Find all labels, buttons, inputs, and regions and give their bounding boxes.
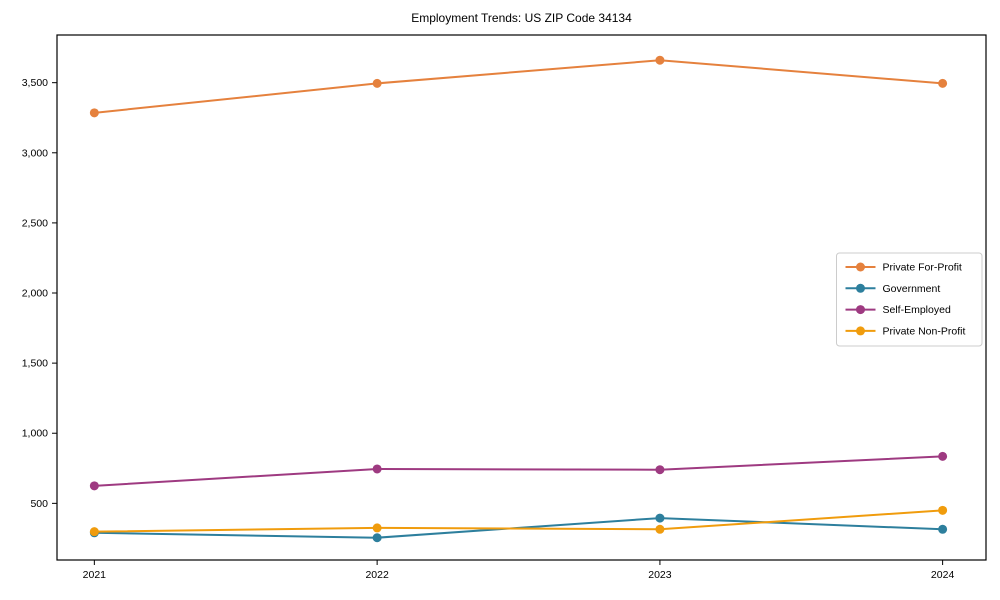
x-tick-label: 2022 [365,569,389,581]
y-tick-label: 2,000 [22,288,48,300]
data-point-private-for-profit-2021 [89,108,99,118]
legend-label: Private Non-Profit [883,325,966,337]
y-tick-label: 500 [30,498,48,510]
y-tick-label: 2,500 [22,217,48,229]
data-point-self-employed-2023 [655,465,665,475]
series-line-private-non-profit [94,509,943,533]
x-tick-label: 2021 [83,569,107,581]
data-point-private-for-profit-2024 [938,78,948,88]
x-tick-label: 2024 [931,569,955,581]
data-point-private-non-profit-2021 [89,527,99,537]
data-point-private-for-profit-2022 [372,78,382,88]
series-line-self-employed [94,455,943,487]
data-point-private-for-profit-2023 [655,55,665,65]
legend-swatch-marker [856,326,865,336]
data-point-government-2024 [938,524,948,534]
y-tick-label: 1,000 [22,428,48,440]
data-point-government-2023 [655,513,665,523]
data-point-private-non-profit-2024 [938,505,948,515]
legend-label: Private For-Profit [883,262,962,274]
legend-swatch-marker [856,305,865,315]
legend-label: Self-Employed [883,304,951,316]
data-point-self-employed-2021 [89,481,99,491]
chart-title: Employment Trends: US ZIP Code 34134 [411,11,632,25]
legend-box [836,252,983,347]
data-point-government-2022 [372,533,382,543]
y-tick-label: 3,000 [22,147,48,159]
data-point-self-employed-2022 [372,464,382,474]
data-point-private-non-profit-2023 [655,524,665,534]
y-tick-label: 3,500 [22,77,48,89]
y-tick-label: 1,500 [22,358,48,370]
x-tick-label: 2023 [648,569,672,581]
plot-border [56,34,987,561]
legend-swatch-marker [856,262,865,272]
data-point-self-employed-2024 [938,451,948,461]
data-point-private-non-profit-2022 [372,523,382,533]
legend-label: Government [883,283,941,295]
series-line-private-for-profit [94,59,943,114]
legend-swatch-marker [856,283,865,293]
